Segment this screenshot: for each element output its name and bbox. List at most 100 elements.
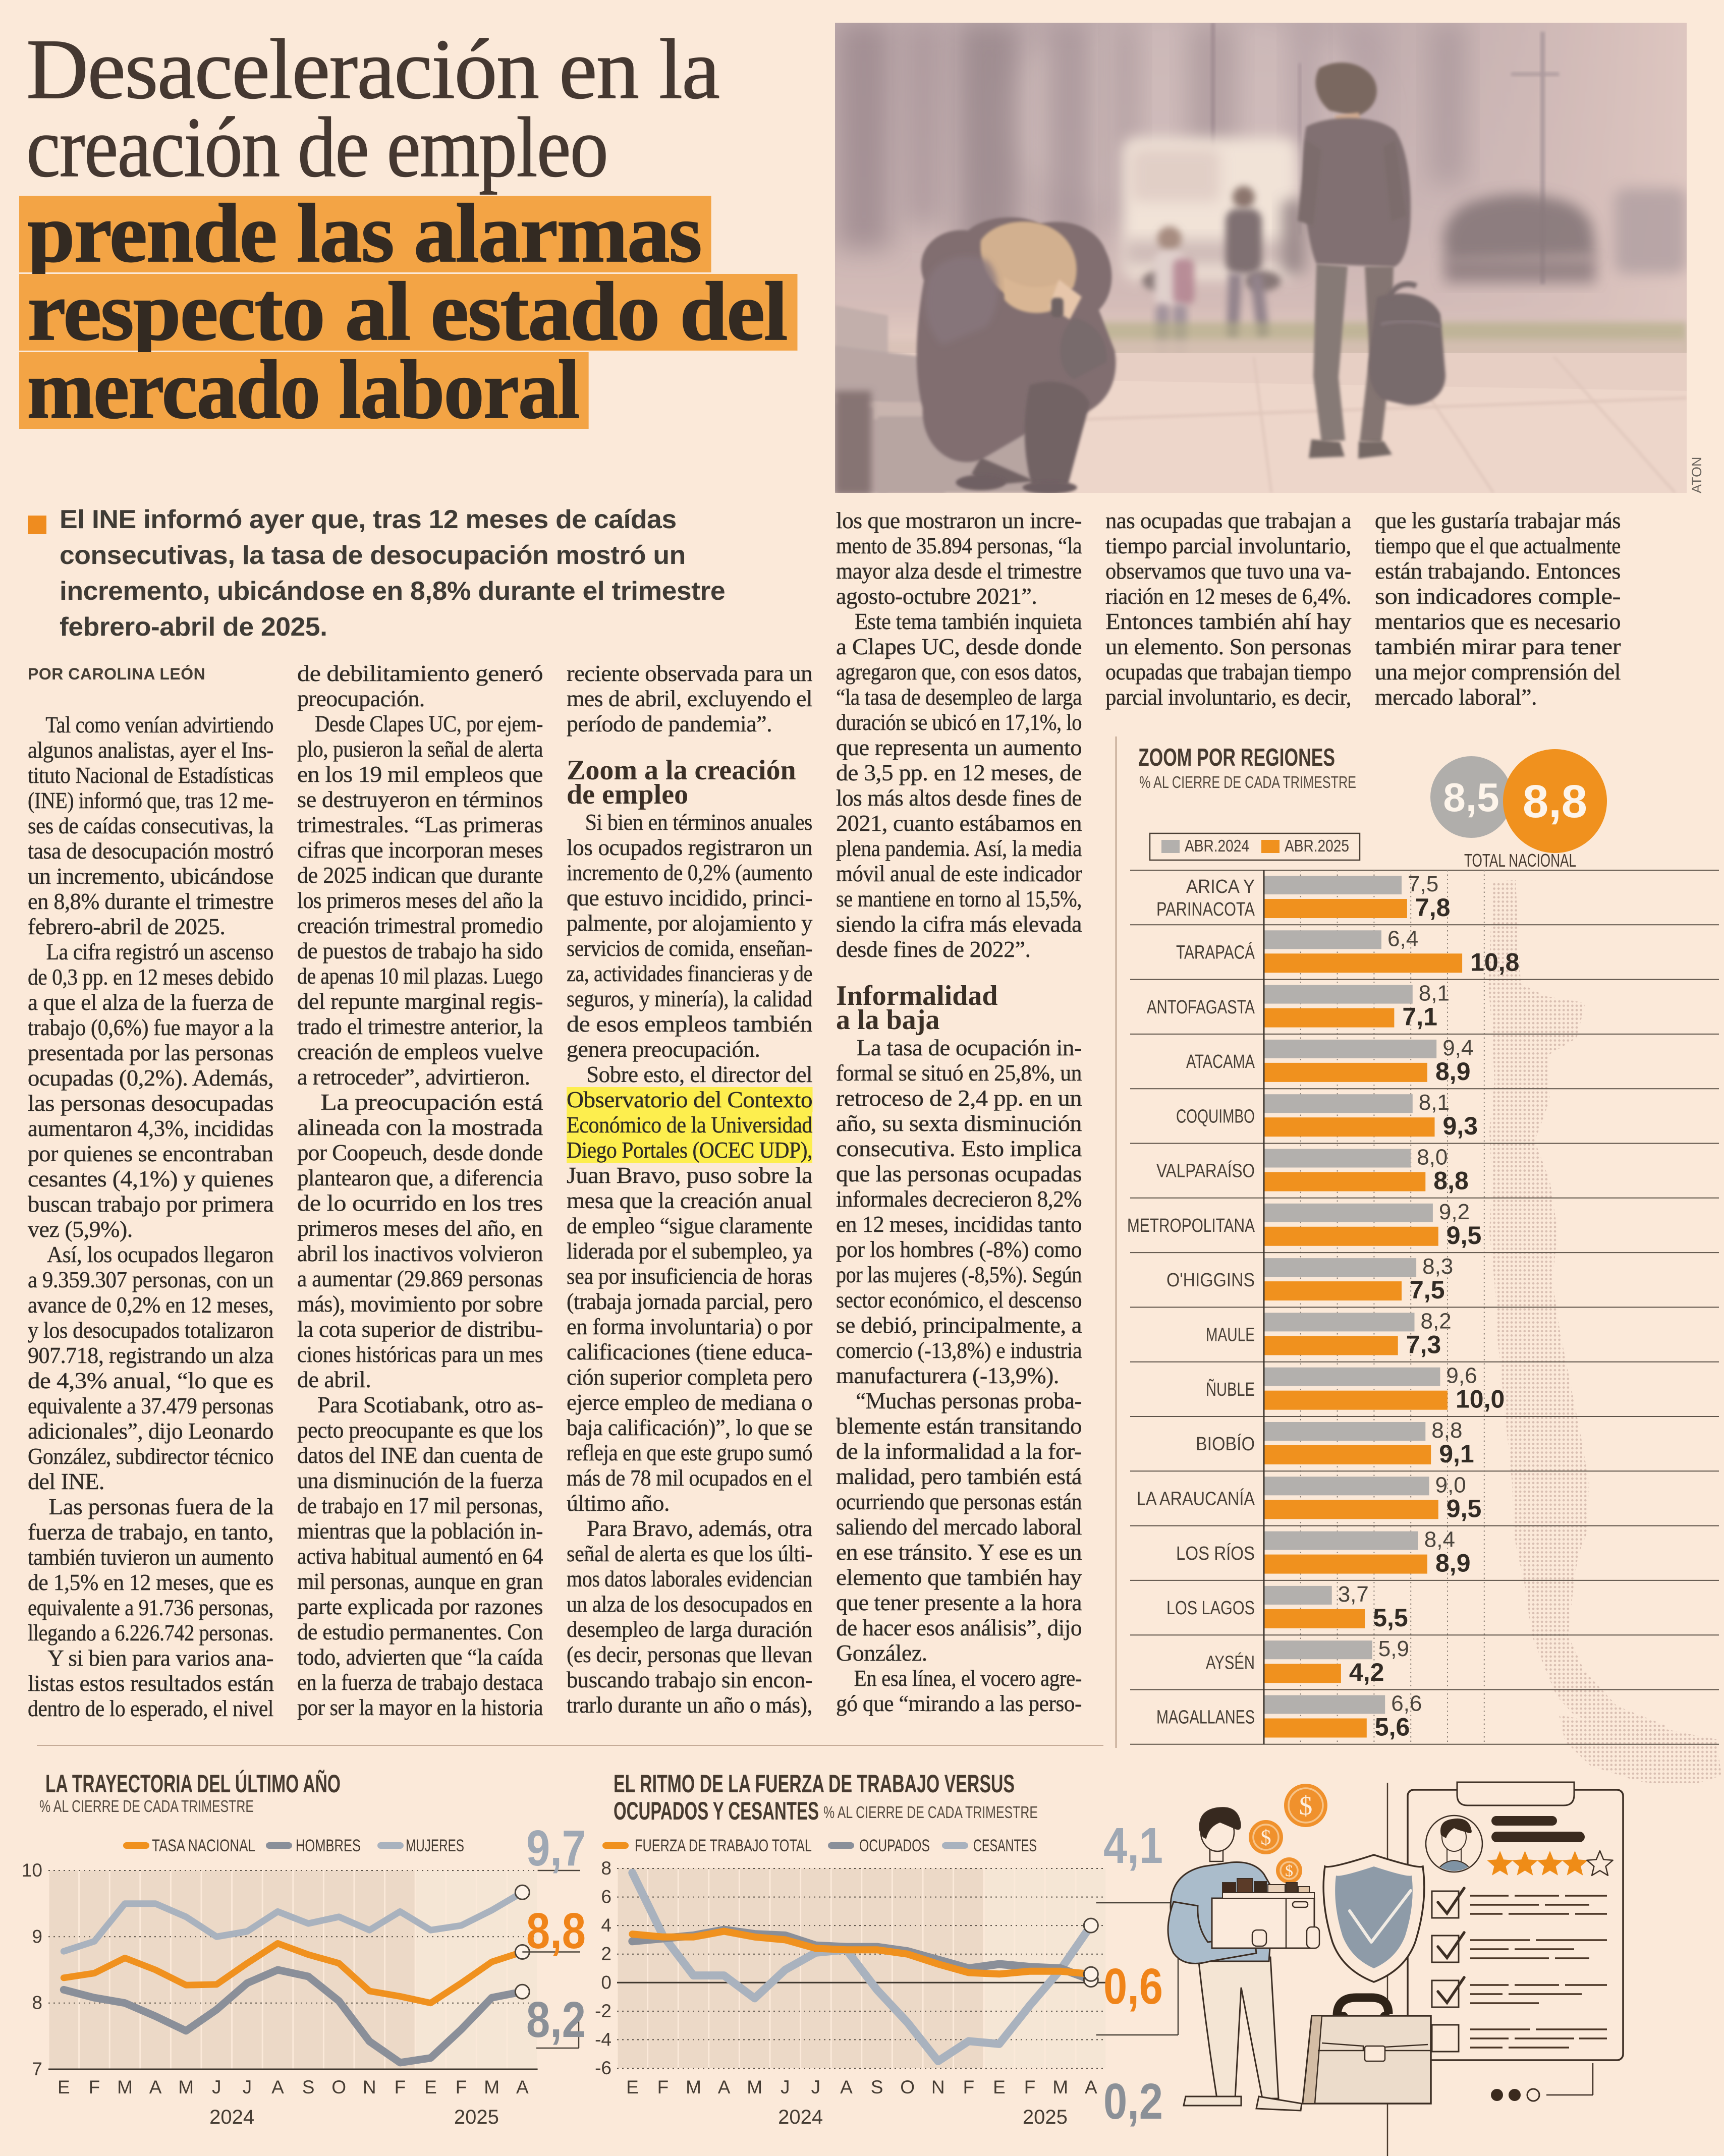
svg-text:-4: -4 bbox=[595, 2029, 611, 2050]
svg-text:F: F bbox=[963, 2077, 975, 2097]
svg-text:8,1: 8,1 bbox=[1419, 981, 1450, 1006]
svg-text:9,4: 9,4 bbox=[1442, 1036, 1473, 1060]
svg-text:A: A bbox=[149, 2077, 162, 2097]
svg-text:M: M bbox=[117, 2077, 133, 2097]
svg-text:8,8: 8,8 bbox=[526, 1903, 586, 1959]
svg-text:LA TRAYECTORIA DEL ÚLTIMO AÑO: LA TRAYECTORIA DEL ÚLTIMO AÑO bbox=[45, 1770, 341, 1798]
svg-text:4,2: 4,2 bbox=[1349, 1658, 1384, 1686]
svg-text:PARINACOTA: PARINACOTA bbox=[1156, 899, 1255, 920]
svg-text:J: J bbox=[781, 2077, 790, 2097]
svg-text:9: 9 bbox=[32, 1926, 42, 1947]
svg-text:MUJERES: MUJERES bbox=[406, 1836, 464, 1855]
svg-text:A: A bbox=[840, 2077, 853, 2097]
svg-text:ABR.2025: ABR.2025 bbox=[1285, 836, 1349, 855]
svg-text:ATACAMA: ATACAMA bbox=[1186, 1051, 1255, 1072]
svg-text:9,7: 9,7 bbox=[526, 1820, 586, 1877]
svg-text:E: E bbox=[993, 2077, 1006, 2097]
svg-text:5,6: 5,6 bbox=[1375, 1713, 1410, 1741]
svg-text:-2: -2 bbox=[595, 2001, 611, 2021]
svg-text:MAULE: MAULE bbox=[1206, 1325, 1255, 1346]
svg-text:O: O bbox=[900, 2077, 915, 2097]
svg-text:7,8: 7,8 bbox=[1415, 893, 1451, 922]
svg-text:ARICA Y: ARICA Y bbox=[1186, 876, 1255, 897]
svg-text:MAGALLANES: MAGALLANES bbox=[1156, 1707, 1255, 1728]
svg-text:S: S bbox=[871, 2077, 883, 2097]
svg-text:ANTOFAGASTA: ANTOFAGASTA bbox=[1147, 997, 1255, 1018]
svg-text:% AL CIERRE DE CADA TRIMESTRE: % AL CIERRE DE CADA TRIMESTRE bbox=[823, 1803, 1038, 1822]
svg-text:N: N bbox=[931, 2077, 945, 2097]
svg-text:A: A bbox=[271, 2077, 284, 2097]
svg-text:OCUPADOS Y CESANTES: OCUPADOS Y CESANTES bbox=[614, 1797, 819, 1825]
svg-text:F: F bbox=[1024, 2077, 1036, 2097]
svg-text:7,3: 7,3 bbox=[1406, 1330, 1441, 1358]
svg-text:8,9: 8,9 bbox=[1435, 1549, 1471, 1577]
svg-text:5,5: 5,5 bbox=[1373, 1604, 1408, 1632]
svg-text:4: 4 bbox=[601, 1915, 611, 1936]
svg-text:8,0: 8,0 bbox=[1417, 1145, 1448, 1170]
svg-text:10: 10 bbox=[22, 1860, 42, 1881]
svg-text:CESANTES: CESANTES bbox=[973, 1836, 1037, 1855]
svg-text:HOMBRES: HOMBRES bbox=[296, 1836, 361, 1855]
svg-text:0,6: 0,6 bbox=[1103, 1958, 1163, 2015]
svg-text:F: F bbox=[456, 2077, 467, 2097]
svg-text:ÑUBLE: ÑUBLE bbox=[1206, 1379, 1255, 1400]
svg-text:TARAPACÁ: TARAPACÁ bbox=[1176, 941, 1255, 963]
svg-text:BIOBÍO: BIOBÍO bbox=[1196, 1433, 1255, 1455]
svg-text:TASA NACIONAL: TASA NACIONAL bbox=[152, 1836, 255, 1855]
svg-text:6,6: 6,6 bbox=[1391, 1691, 1422, 1716]
svg-text:J: J bbox=[212, 2077, 221, 2097]
svg-text:OCUPADOS: OCUPADOS bbox=[859, 1836, 930, 1855]
svg-text:COQUIMBO: COQUIMBO bbox=[1176, 1106, 1255, 1127]
svg-text:M: M bbox=[484, 2077, 499, 2097]
svg-text:7,5: 7,5 bbox=[1410, 1276, 1445, 1304]
svg-text:A: A bbox=[516, 2077, 529, 2097]
svg-text:M: M bbox=[747, 2077, 762, 2097]
svg-text:9,6: 9,6 bbox=[1446, 1364, 1477, 1388]
svg-text:A: A bbox=[1085, 2077, 1097, 2097]
svg-text:8,5: 8,5 bbox=[1443, 775, 1499, 820]
svg-text:9,5: 9,5 bbox=[1447, 1221, 1482, 1250]
svg-text:8,8: 8,8 bbox=[1431, 1418, 1462, 1443]
svg-text:-6: -6 bbox=[595, 2058, 611, 2078]
svg-text:$: $ bbox=[1261, 1826, 1271, 1849]
svg-text:$: $ bbox=[1285, 1861, 1293, 1880]
svg-text:0: 0 bbox=[601, 1972, 611, 1993]
svg-text:9,5: 9,5 bbox=[1447, 1494, 1482, 1522]
svg-text:8,2: 8,2 bbox=[1421, 1309, 1452, 1333]
svg-text:O: O bbox=[331, 2077, 346, 2097]
svg-text:10,0: 10,0 bbox=[1456, 1385, 1505, 1413]
svg-text:N: N bbox=[363, 2077, 376, 2097]
svg-text:LOS RÍOS: LOS RÍOS bbox=[1176, 1543, 1255, 1564]
svg-text:FUERZA DE TRABAJO TOTAL: FUERZA DE TRABAJO TOTAL bbox=[635, 1836, 812, 1855]
svg-text:J: J bbox=[243, 2077, 252, 2097]
svg-text:2025: 2025 bbox=[1023, 2106, 1068, 2128]
svg-text:M: M bbox=[1052, 2077, 1068, 2097]
svg-text:8: 8 bbox=[601, 1858, 611, 1879]
svg-text:AYSÉN: AYSÉN bbox=[1206, 1652, 1255, 1673]
svg-text:0,2: 0,2 bbox=[1103, 2073, 1163, 2130]
svg-text:8,1: 8,1 bbox=[1419, 1090, 1450, 1115]
svg-text:LA ARAUCANÍA: LA ARAUCANÍA bbox=[1137, 1488, 1255, 1510]
svg-text:ZOOM POR REGIONES: ZOOM POR REGIONES bbox=[1138, 744, 1335, 771]
svg-text:VALPARAÍSO: VALPARAÍSO bbox=[1156, 1160, 1255, 1182]
svg-text:9,2: 9,2 bbox=[1439, 1200, 1470, 1224]
svg-text:% AL CIERRE DE CADA TRIMESTRE: % AL CIERRE DE CADA TRIMESTRE bbox=[39, 1797, 254, 1815]
svg-text:% AL CIERRE DE CADA TRIMESTRE: % AL CIERRE DE CADA TRIMESTRE bbox=[1139, 773, 1356, 791]
svg-text:A: A bbox=[718, 2077, 731, 2097]
svg-text:8,3: 8,3 bbox=[1422, 1254, 1453, 1279]
svg-text:8,4: 8,4 bbox=[1424, 1527, 1455, 1552]
svg-text:O'HIGGINS: O'HIGGINS bbox=[1166, 1270, 1255, 1291]
svg-text:3,7: 3,7 bbox=[1338, 1582, 1369, 1607]
svg-text:8: 8 bbox=[32, 1993, 42, 2013]
svg-text:6: 6 bbox=[601, 1887, 611, 1907]
svg-text:8,8: 8,8 bbox=[1523, 776, 1587, 827]
svg-text:ABR.2024: ABR.2024 bbox=[1185, 836, 1249, 855]
svg-text:9,0: 9,0 bbox=[1435, 1472, 1466, 1497]
svg-text:2024: 2024 bbox=[778, 2106, 823, 2128]
svg-text:E: E bbox=[626, 2077, 639, 2097]
svg-text:J: J bbox=[811, 2077, 821, 2097]
svg-text:6,4: 6,4 bbox=[1387, 926, 1418, 951]
svg-text:F: F bbox=[89, 2077, 100, 2097]
svg-text:7,1: 7,1 bbox=[1402, 1003, 1437, 1031]
svg-text:8,9: 8,9 bbox=[1435, 1057, 1471, 1086]
